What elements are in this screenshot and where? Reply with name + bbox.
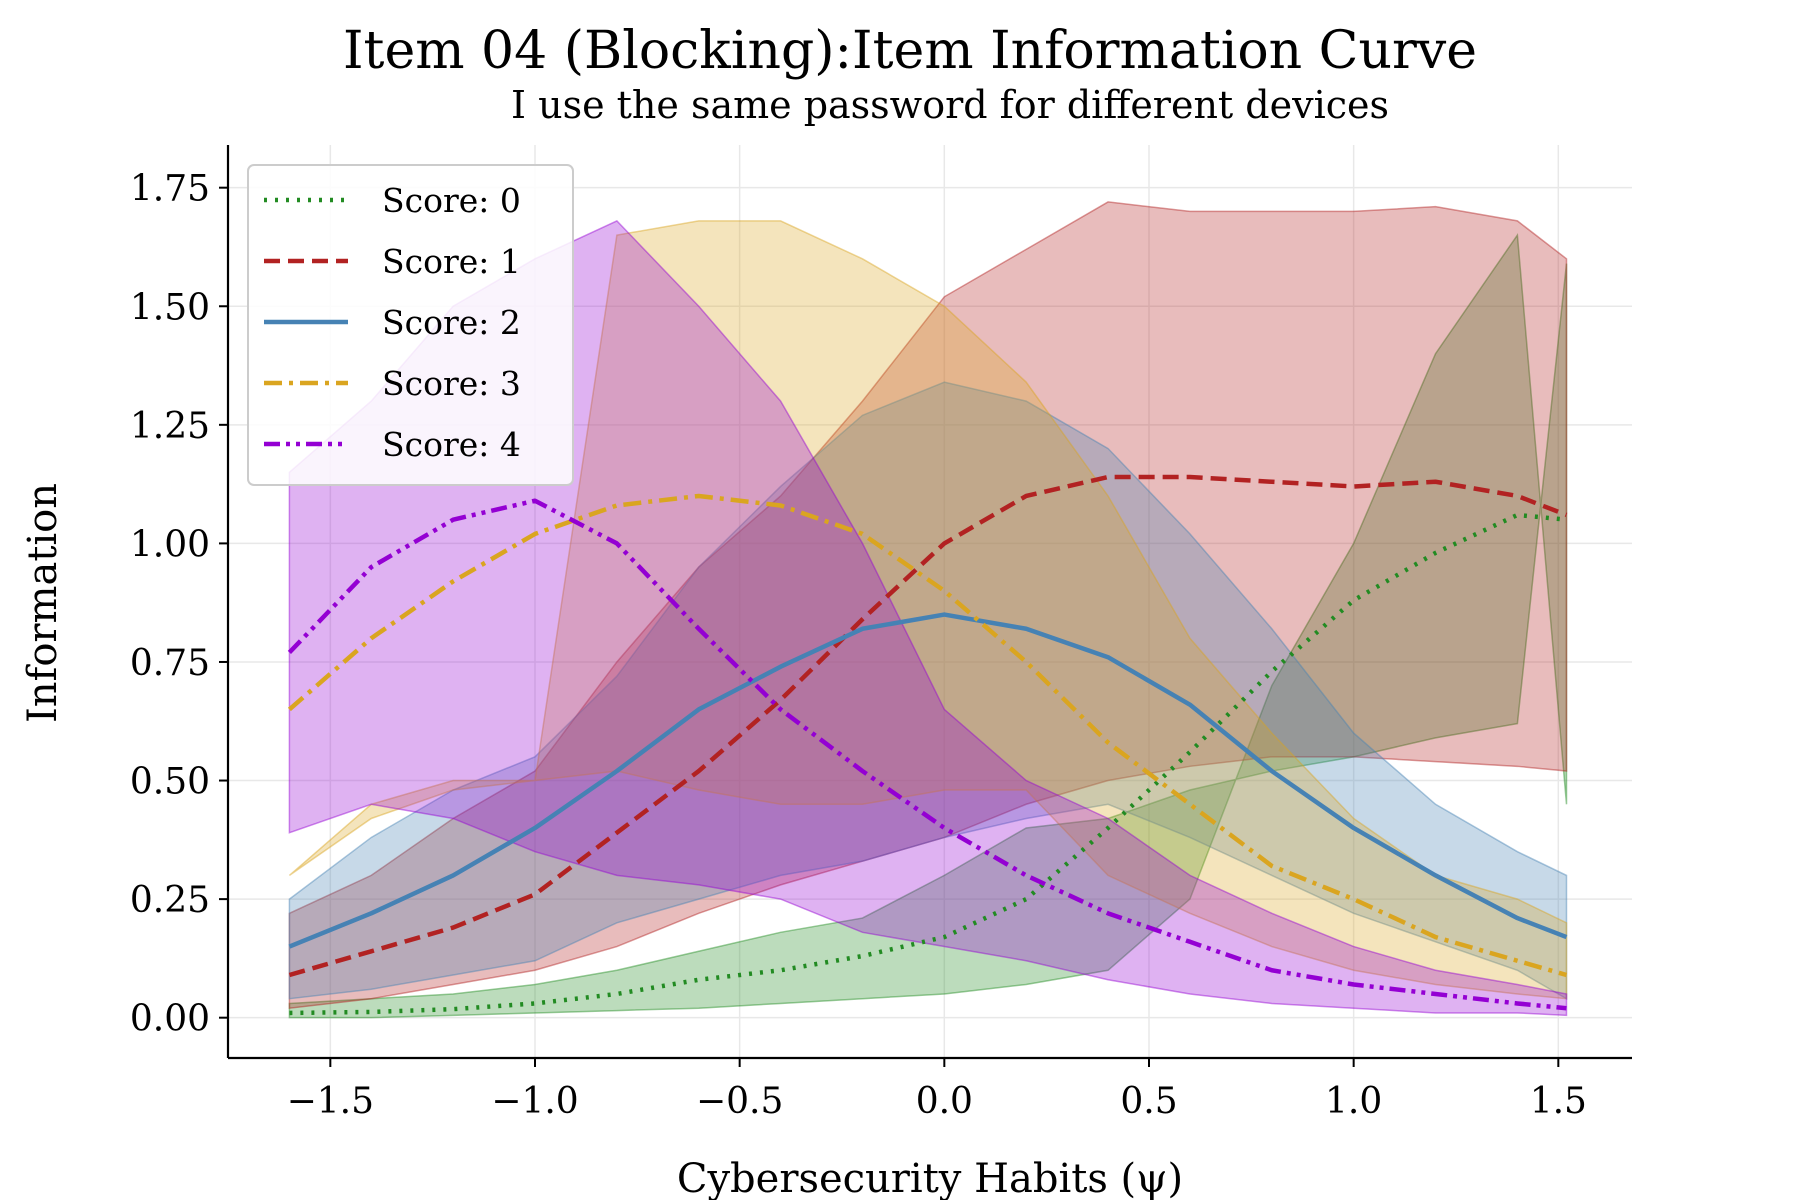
y-tick-label-1: 0.25 — [130, 880, 210, 921]
x-tick-label-3: 0.0 — [916, 1081, 973, 1122]
line-score-2 — [288, 612, 1568, 949]
band-score-4 — [288, 219, 1568, 1017]
y-tick-label-0: 0.00 — [130, 999, 210, 1040]
grid-lines — [228, 145, 1632, 1058]
x-tick-label-1: −1.0 — [491, 1081, 578, 1122]
legend-label-1: Score: 1 — [382, 242, 521, 281]
series-lines — [287, 474, 1568, 1016]
x-tick-label-4: 0.5 — [1120, 1081, 1177, 1122]
band-score-0 — [288, 232, 1568, 1019]
legend-label-4: Score: 4 — [382, 425, 521, 464]
x-tick-label-2: −0.5 — [696, 1081, 783, 1122]
y-tick-label-3: 0.75 — [130, 643, 210, 684]
y-tick-label-7: 1.75 — [130, 169, 210, 210]
legend: Score: 0 Score: 1 Score: 2 Score: 3 Score: 4 — [247, 164, 574, 486]
line-score-3 — [287, 493, 1568, 978]
x-tick-label-6: 1.5 — [1530, 1081, 1587, 1122]
legend-frame — [247, 164, 574, 486]
x-axis-label: Cybersecurity Habits (ψ) — [677, 1156, 1183, 1200]
legend-label-2: Score: 2 — [382, 303, 521, 342]
y-tick-label-6: 1.50 — [130, 287, 210, 328]
legend-label-3: Score: 3 — [382, 364, 521, 403]
x-tick-label-0: −1.5 — [287, 1081, 374, 1122]
band-score-2 — [288, 381, 1568, 1001]
chart-title: Item 04 (Blocking):Item Information Curv… — [343, 21, 1477, 81]
band-score-3 — [288, 220, 1568, 1000]
x-ticks: −1.5 −1.0 −0.5 0.0 0.5 1.0 1.5 — [287, 1058, 1587, 1122]
band-score-1 — [288, 201, 1568, 1010]
y-axis-label: Information — [20, 483, 66, 723]
confidence-bands — [288, 201, 1568, 1019]
y-tick-label-2: 0.50 — [130, 762, 210, 803]
axes — [226, 145, 1632, 1060]
line-score-1 — [288, 474, 1568, 978]
x-tick-label-5: 1.0 — [1325, 1081, 1382, 1122]
line-score-0 — [289, 512, 1567, 1016]
y-tick-label-4: 1.00 — [130, 524, 210, 565]
y-tick-label-5: 1.25 — [130, 406, 210, 447]
y-ticks: 0.00 0.25 0.50 0.75 1.00 1.25 1.50 1.75 — [130, 169, 228, 1040]
legend-label-0: Score: 0 — [382, 181, 521, 220]
line-score-4 — [287, 498, 1567, 1011]
chart-subtitle: I use the same password for different de… — [511, 83, 1389, 127]
